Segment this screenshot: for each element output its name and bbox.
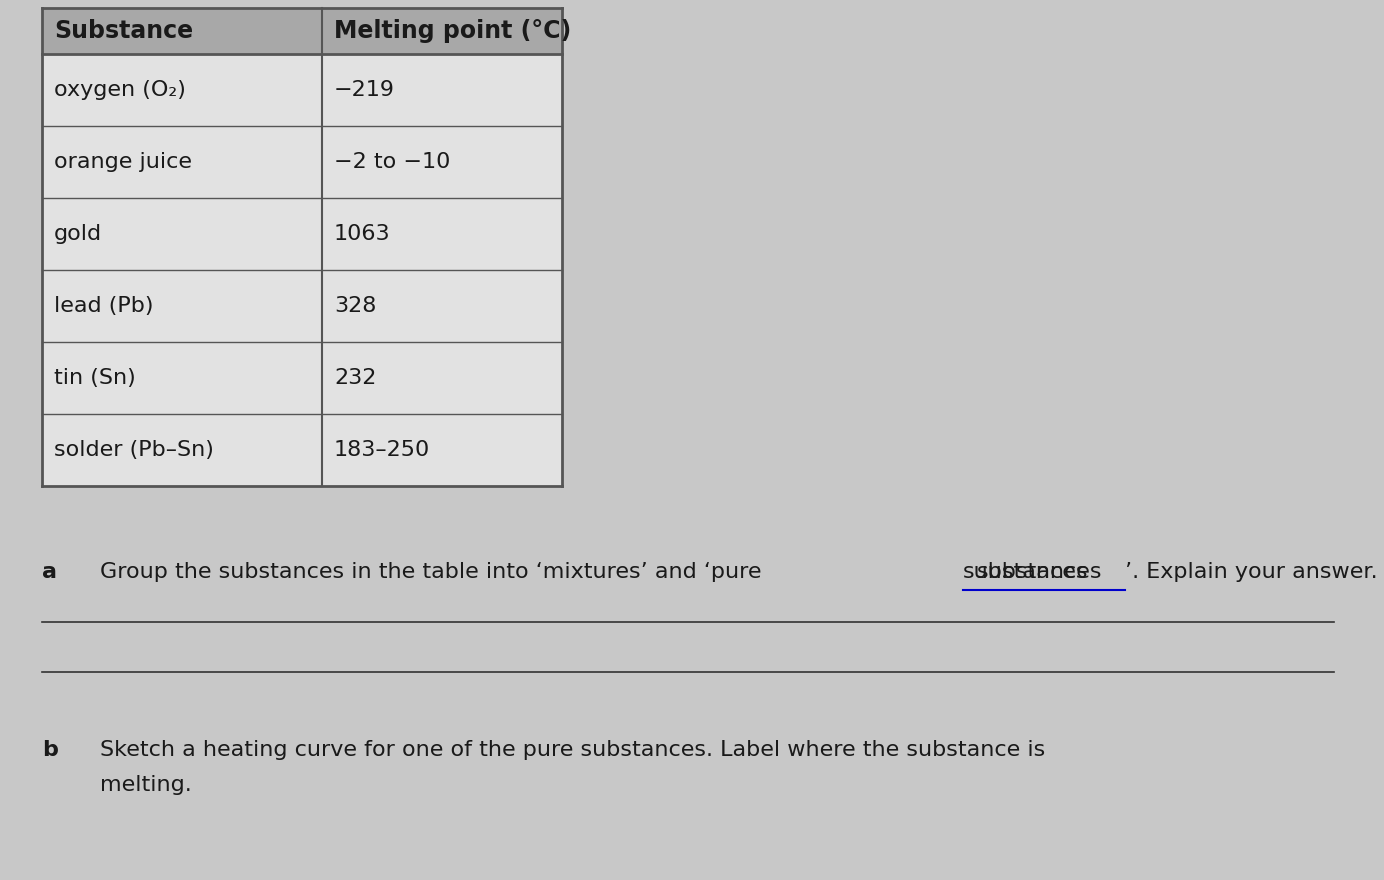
Text: 1063: 1063 — [334, 224, 390, 244]
Text: Sketch a heating curve for one of the pure substances. Label where the substance: Sketch a heating curve for one of the pu… — [100, 740, 1045, 760]
Bar — [42, 126, 562, 198]
Text: gold: gold — [54, 224, 102, 244]
Text: 183–250: 183–250 — [334, 440, 430, 460]
Text: substances: substances — [977, 562, 1103, 582]
Text: Melting point (°C): Melting point (°C) — [334, 19, 572, 43]
Text: solder (Pb–Sn): solder (Pb–Sn) — [54, 440, 215, 460]
Bar — [42, 270, 562, 342]
Text: −2 to −10: −2 to −10 — [334, 152, 450, 172]
Text: tin (Sn): tin (Sn) — [54, 368, 136, 388]
Text: Substance: Substance — [54, 19, 194, 43]
Text: 328: 328 — [334, 296, 376, 316]
Text: substances: substances — [963, 562, 1088, 582]
Text: oxygen (O₂): oxygen (O₂) — [54, 80, 185, 100]
Text: a: a — [42, 562, 57, 582]
Text: Group the substances in the table into ‘mixtures’ and ‘pure: Group the substances in the table into ‘… — [100, 562, 768, 582]
Text: melting.: melting. — [100, 775, 192, 796]
Text: orange juice: orange juice — [54, 152, 192, 172]
Text: b: b — [42, 740, 58, 760]
Bar — [42, 54, 562, 126]
Bar — [42, 414, 562, 486]
Bar — [42, 342, 562, 414]
Text: 232: 232 — [334, 368, 376, 388]
Bar — [42, 8, 562, 54]
Text: lead (Pb): lead (Pb) — [54, 296, 154, 316]
Bar — [42, 198, 562, 270]
Text: −219: −219 — [334, 80, 394, 100]
Text: ’. Explain your answer.: ’. Explain your answer. — [1125, 562, 1377, 582]
